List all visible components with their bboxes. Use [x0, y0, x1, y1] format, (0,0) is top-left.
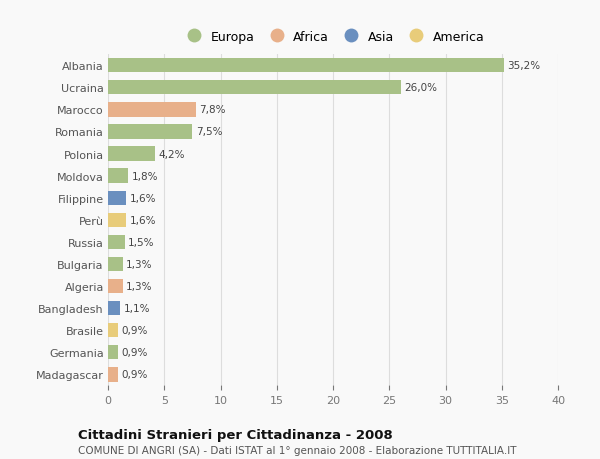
Text: 7,8%: 7,8% — [199, 105, 226, 115]
Text: 1,1%: 1,1% — [124, 303, 150, 313]
Bar — [108, 169, 128, 184]
Bar — [108, 191, 126, 206]
Bar — [108, 301, 121, 316]
Bar — [108, 345, 118, 360]
Bar — [108, 125, 193, 140]
Bar — [108, 147, 155, 162]
Text: Cittadini Stranieri per Cittadinanza - 2008: Cittadini Stranieri per Cittadinanza - 2… — [78, 428, 393, 441]
Text: 1,3%: 1,3% — [126, 259, 152, 269]
Legend: Europa, Africa, Asia, America: Europa, Africa, Asia, America — [179, 28, 487, 46]
Text: 1,8%: 1,8% — [131, 171, 158, 181]
Text: COMUNE DI ANGRI (SA) - Dati ISTAT al 1° gennaio 2008 - Elaborazione TUTTITALIA.I: COMUNE DI ANGRI (SA) - Dati ISTAT al 1° … — [78, 445, 517, 455]
Text: 0,9%: 0,9% — [121, 369, 148, 380]
Text: 1,5%: 1,5% — [128, 237, 155, 247]
Bar — [108, 367, 118, 382]
Text: 0,9%: 0,9% — [121, 325, 148, 336]
Bar — [108, 59, 504, 73]
Text: 26,0%: 26,0% — [404, 83, 437, 93]
Bar — [108, 279, 122, 294]
Text: 1,3%: 1,3% — [126, 281, 152, 291]
Bar — [108, 257, 122, 272]
Text: 1,6%: 1,6% — [130, 193, 156, 203]
Text: 7,5%: 7,5% — [196, 127, 222, 137]
Text: 35,2%: 35,2% — [508, 61, 541, 71]
Bar — [108, 103, 196, 118]
Bar — [108, 235, 125, 250]
Text: 1,6%: 1,6% — [130, 215, 156, 225]
Bar — [108, 323, 118, 338]
Bar — [108, 213, 126, 228]
Text: 4,2%: 4,2% — [158, 149, 185, 159]
Text: 0,9%: 0,9% — [121, 347, 148, 358]
Bar — [108, 81, 401, 95]
